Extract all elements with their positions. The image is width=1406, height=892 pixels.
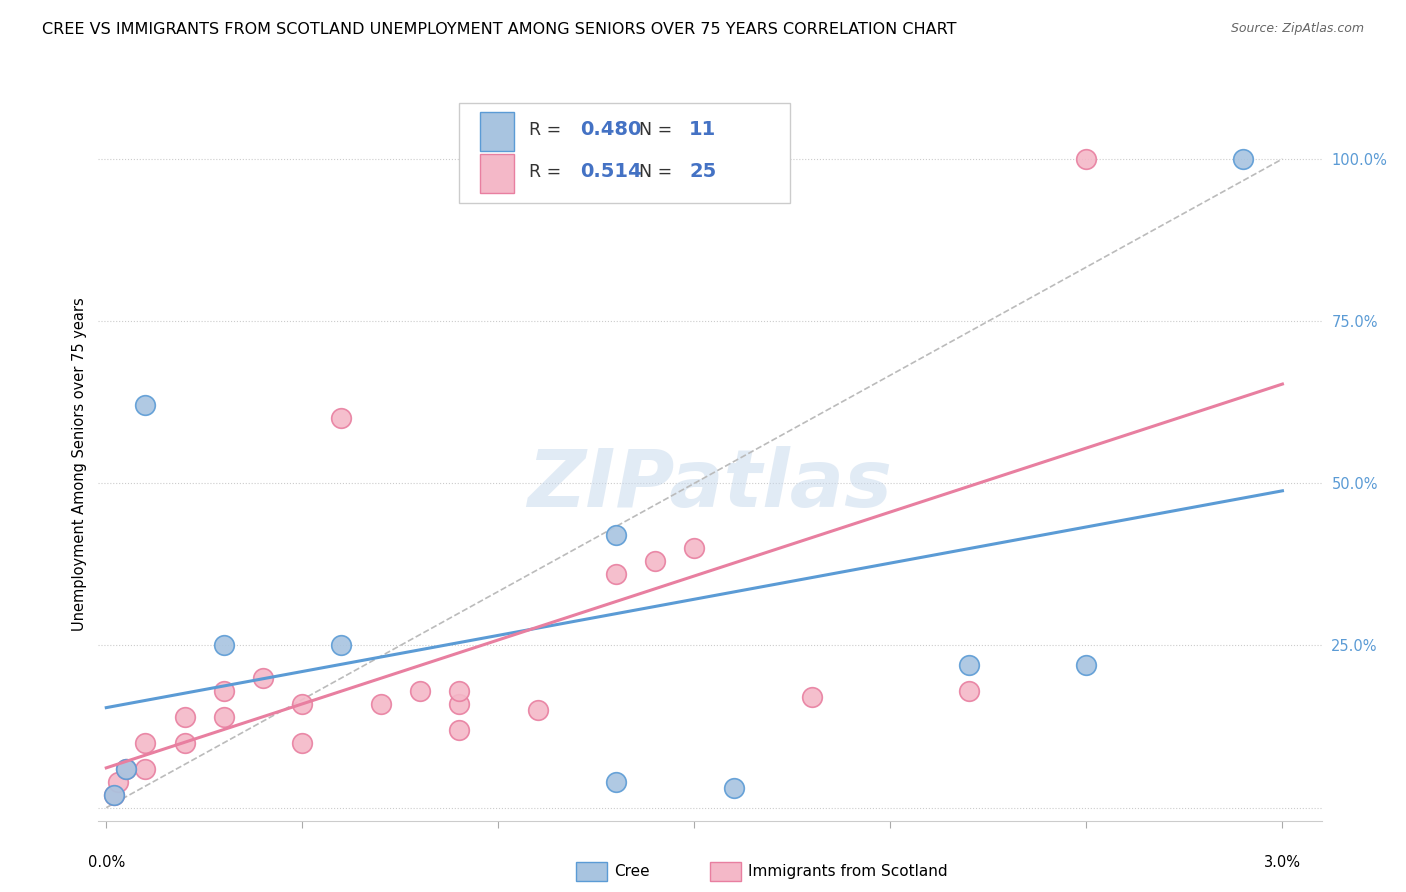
Point [173,710,195,724]
FancyBboxPatch shape [460,103,790,203]
Text: ZIPatlas: ZIPatlas [527,446,893,524]
Point [134,399,156,413]
Y-axis label: Unemployment Among Seniors over 75 years: Unemployment Among Seniors over 75 years [72,297,87,631]
Point [1076,152,1098,166]
Text: 0.480: 0.480 [581,120,641,139]
Point [212,710,235,724]
Point [449,723,471,737]
Point [683,541,706,556]
Point [1232,152,1254,166]
Point [291,697,314,711]
Point [605,528,627,542]
Point [330,639,353,653]
Point [134,736,156,750]
Text: 3.0%: 3.0% [1264,855,1301,870]
Point [212,684,235,698]
Point [644,554,666,568]
Point [801,690,824,705]
Point [115,762,138,776]
Point [173,736,195,750]
Point [409,684,432,698]
Point [103,788,125,802]
Point [605,774,627,789]
Bar [479,112,515,152]
Text: 0.0%: 0.0% [87,855,125,870]
Text: 25: 25 [689,162,717,181]
Text: Cree: Cree [614,864,650,879]
Text: N =: N = [640,162,678,180]
Text: 11: 11 [689,120,717,139]
Point [107,774,129,789]
Text: R =: R = [529,121,567,139]
Point [723,781,745,796]
Text: N =: N = [640,121,678,139]
Point [103,788,125,802]
Point [449,684,471,698]
Point [291,736,314,750]
Bar [479,153,515,193]
Point [957,657,980,672]
Point [957,684,980,698]
Point [605,567,627,582]
Point [115,762,138,776]
Point [252,671,274,685]
Point [212,639,235,653]
Text: Source: ZipAtlas.com: Source: ZipAtlas.com [1230,22,1364,36]
Point [1076,657,1098,672]
Point [134,762,156,776]
Point [449,697,471,711]
Point [370,697,392,711]
Point [330,411,353,425]
Point [526,703,548,717]
Text: CREE VS IMMIGRANTS FROM SCOTLAND UNEMPLOYMENT AMONG SENIORS OVER 75 YEARS CORREL: CREE VS IMMIGRANTS FROM SCOTLAND UNEMPLO… [42,22,956,37]
Text: R =: R = [529,162,567,180]
Text: 0.514: 0.514 [581,162,643,181]
Text: Immigrants from Scotland: Immigrants from Scotland [748,864,948,879]
